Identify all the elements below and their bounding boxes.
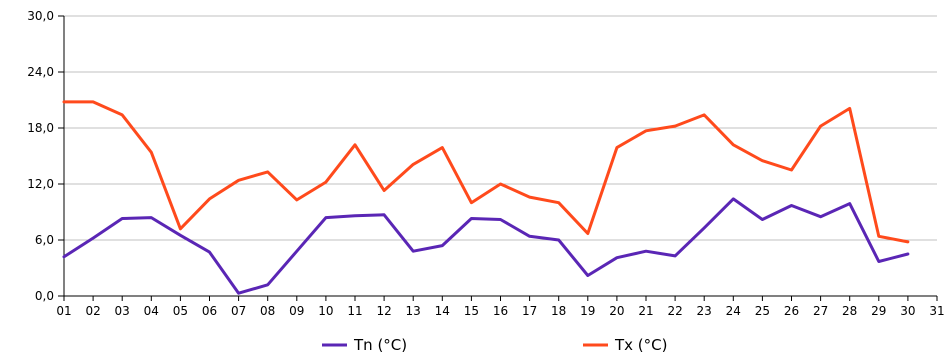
x-tick-labels: 01 02 03 04 05 06 07 08 09 10 11 12 13 14 15 16 17 18 19 20… bbox=[56, 304, 944, 318]
legend-label: Tx (°C) bbox=[614, 336, 668, 354]
x-tick-label: 16 bbox=[493, 304, 508, 318]
x-tick-label: 12 bbox=[376, 304, 391, 318]
x-tick-label: 17 bbox=[522, 304, 537, 318]
x-tick-label: 31 bbox=[929, 304, 944, 318]
x-tick-label: 04 bbox=[144, 304, 159, 318]
x-tick-label: 11 bbox=[347, 304, 362, 318]
series-lines bbox=[62, 100, 910, 295]
x-tick-label: 23 bbox=[697, 304, 712, 318]
y-tick-label: 12,0 bbox=[27, 177, 54, 191]
x-tick-label: 29 bbox=[871, 304, 886, 318]
legend-label: Tn (°C) bbox=[353, 336, 407, 354]
x-tick-label: 25 bbox=[755, 304, 770, 318]
x-tick-label: 01 bbox=[56, 304, 71, 318]
series-line-1 bbox=[62, 100, 910, 244]
x-tick-label: 24 bbox=[726, 304, 741, 318]
x-tick-label: 13 bbox=[406, 304, 421, 318]
x-tick-label: 21 bbox=[638, 304, 653, 318]
grid-lines bbox=[58, 15, 937, 297]
x-tick-label: 06 bbox=[202, 304, 217, 318]
x-tick-label: 14 bbox=[435, 304, 450, 318]
x-tick-label: 30 bbox=[900, 304, 915, 318]
y-tick-labels: 0,0 6,0 12,0 18,0 24,0 30,0 bbox=[27, 9, 54, 303]
x-tick-label: 20 bbox=[609, 304, 624, 318]
x-tick-label: 26 bbox=[784, 304, 799, 318]
x-tick-label: 15 bbox=[464, 304, 479, 318]
x-tick-label: 02 bbox=[85, 304, 100, 318]
x-tick-label: 07 bbox=[231, 304, 246, 318]
legend: Tn (°C) Tx (°C) bbox=[322, 336, 668, 354]
x-tick-label: 27 bbox=[813, 304, 828, 318]
x-tick-label: 28 bbox=[842, 304, 857, 318]
x-tick-label: 09 bbox=[289, 304, 304, 318]
y-tick-label: 30,0 bbox=[27, 9, 54, 23]
y-tick-label: 24,0 bbox=[27, 65, 54, 79]
x-tick-label: 19 bbox=[580, 304, 595, 318]
x-tick-label: 10 bbox=[318, 304, 333, 318]
x-tick-label: 05 bbox=[173, 304, 188, 318]
y-tick-label: 18,0 bbox=[27, 121, 54, 135]
series-line-0 bbox=[62, 197, 910, 295]
y-tick-label: 6,0 bbox=[35, 233, 54, 247]
x-tick-label: 08 bbox=[260, 304, 275, 318]
x-tick-label: 03 bbox=[115, 304, 130, 318]
x-tick-label: 22 bbox=[667, 304, 682, 318]
x-tick-label: 18 bbox=[551, 304, 566, 318]
axes bbox=[63, 16, 938, 301]
y-tick-label: 0,0 bbox=[35, 289, 54, 303]
